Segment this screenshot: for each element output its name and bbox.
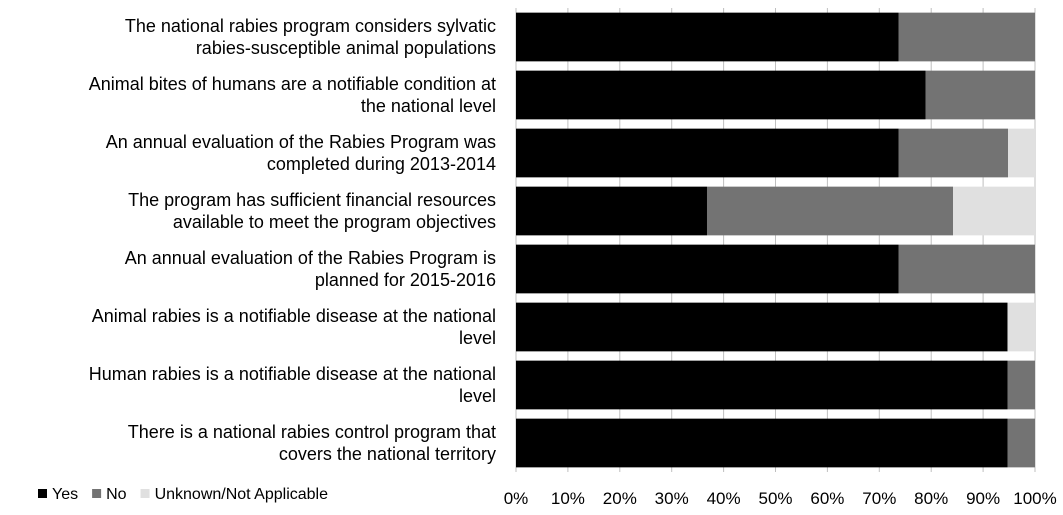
category-label: An annual evaluation of the Rabies Progr… <box>125 248 496 290</box>
bar-segment-no <box>898 12 1035 62</box>
bar-segment-no <box>925 70 1035 120</box>
x-axis-ticks: 0% 10% 20% 30% 40% 50% 60% 70% 80% 90% 100% <box>504 489 1057 508</box>
x-tick-label: 70% <box>862 489 896 508</box>
bar-segment-yes <box>516 302 1008 352</box>
x-tick-label: 50% <box>758 489 792 508</box>
legend: Yes No Unknown/Not Applicable <box>38 486 328 503</box>
x-tick-label: 40% <box>707 489 741 508</box>
category-label: Animal bites of humans are a notifiable … <box>89 74 496 116</box>
x-tick-label: 10% <box>551 489 585 508</box>
category-label-line: An annual evaluation of the Rabies Progr… <box>106 132 496 152</box>
x-tick-label: 100% <box>1013 489 1056 508</box>
bar-segment-unknown-not-applicable <box>1007 302 1035 352</box>
category-label-line: Human rabies is a notifiable disease at … <box>89 364 496 384</box>
category-label-line: Animal bites of humans are a notifiable … <box>89 74 496 94</box>
category-label-line: level <box>459 386 496 406</box>
x-tick-label: 80% <box>914 489 948 508</box>
legend-swatch-yes <box>38 489 47 498</box>
category-label-line: covers the national territory <box>279 444 496 464</box>
legend-swatch-no <box>92 489 102 498</box>
x-tick-label: 60% <box>810 489 844 508</box>
category-label-line: An annual evaluation of the Rabies Progr… <box>125 248 496 268</box>
legend-label-no: No <box>106 486 127 503</box>
bar-segment-yes <box>516 418 1008 468</box>
category-label: An annual evaluation of the Rabies Progr… <box>106 132 496 174</box>
x-tick-label: 20% <box>603 489 637 508</box>
legend-swatch-unknown-not-applicable <box>140 489 150 498</box>
category-label-line: level <box>459 328 496 348</box>
category-label-line: The national rabies program considers sy… <box>125 16 496 36</box>
category-label: The program has sufficient financial res… <box>128 190 496 232</box>
bar-segment-no <box>1007 418 1035 468</box>
bar-segment-yes <box>516 244 899 294</box>
category-label: There is a national rabies control progr… <box>128 422 496 464</box>
bar-segment-yes <box>516 128 899 178</box>
bar-segment-yes <box>516 70 926 120</box>
legend-label-unknown-not-applicable: Unknown/Not Applicable <box>155 486 329 503</box>
bar-segment-no <box>898 128 1009 178</box>
bar-segment-yes <box>516 12 899 62</box>
x-tick-label: 90% <box>966 489 1000 508</box>
bar-segment-yes <box>516 186 707 236</box>
x-tick-label: 0% <box>504 489 529 508</box>
category-label-line: Animal rabies is a notifiable disease at… <box>92 306 496 326</box>
category-label-line: The program has sufficient financial res… <box>128 190 496 210</box>
category-label: The national rabies program considers sy… <box>125 16 496 58</box>
x-tick-label: 30% <box>655 489 689 508</box>
bar-segment-yes <box>516 360 1008 410</box>
category-label-line: There is a national rabies control progr… <box>128 422 496 442</box>
bar-segment-unknown-not-applicable <box>952 186 1035 236</box>
bar-segment-no <box>1007 360 1035 410</box>
category-label: Animal rabies is a notifiable disease at… <box>92 306 496 348</box>
category-label-line: rabies-susceptible animal populations <box>196 38 496 58</box>
bar-segment-unknown-not-applicable <box>1008 128 1035 178</box>
legend-label-yes: Yes <box>52 486 78 503</box>
category-label: Human rabies is a notifiable disease at … <box>89 364 496 406</box>
bars <box>516 12 1035 468</box>
bar-segment-no <box>706 186 953 236</box>
category-label-line: planned for 2015-2016 <box>315 270 496 290</box>
category-labels: The national rabies program considers sy… <box>89 16 496 464</box>
category-label-line: available to meet the program objectives <box>173 212 496 232</box>
bar-segment-no <box>898 244 1035 294</box>
category-label-line: the national level <box>361 96 496 116</box>
category-label-line: completed during 2013-2014 <box>267 154 496 174</box>
